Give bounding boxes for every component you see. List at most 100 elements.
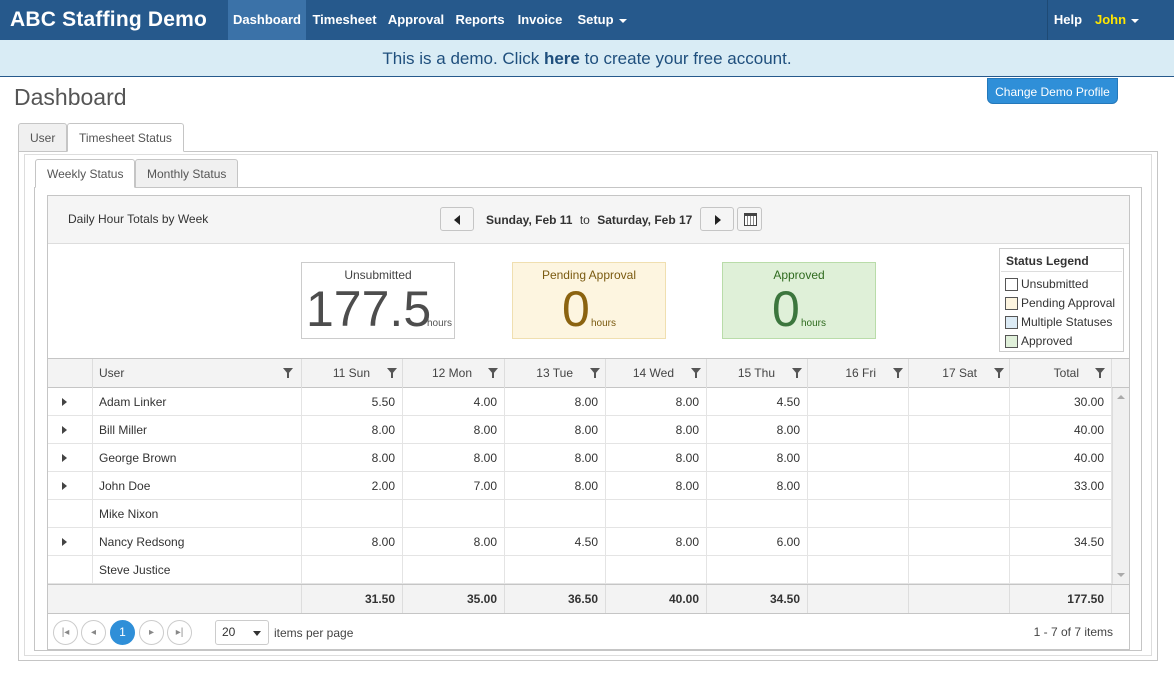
approved-label: Approved <box>773 268 825 282</box>
weekly-status-card: Daily Hour Totals by Week Sunday, Feb 11… <box>47 195 1130 650</box>
nav-approval[interactable]: Approval <box>387 12 445 27</box>
table-row[interactable]: Adam Linker 5.50 4.00 8.00 8.00 4.50 30.… <box>48 388 1112 416</box>
filter-icon[interactable] <box>1095 368 1105 378</box>
expand-arrow-icon[interactable] <box>62 426 67 434</box>
expand-arrow-icon[interactable] <box>62 538 67 546</box>
expand-cell[interactable] <box>48 472 93 500</box>
legend-item-unsubmitted: Unsubmitted <box>1005 277 1088 292</box>
hours-cell <box>403 500 505 528</box>
totals-label-cell <box>48 585 302 613</box>
column-header-user[interactable]: User <box>93 359 302 388</box>
filter-icon[interactable] <box>488 368 498 378</box>
filter-icon[interactable] <box>691 368 701 378</box>
column-header-13-tue[interactable]: 13 Tue <box>505 359 606 388</box>
table-row[interactable]: George Brown 8.00 8.00 8.00 8.00 8.00 40… <box>48 444 1112 472</box>
nav-invoice[interactable]: Invoice <box>517 12 563 27</box>
pending-approval-summary: Pending Approval 0 hours <box>512 262 666 339</box>
nav-reports[interactable]: Reports <box>455 12 505 27</box>
top-navbar: ABC Staffing Demo Dashboard Timesheet Ap… <box>0 0 1174 40</box>
filter-icon[interactable] <box>387 368 397 378</box>
brand-logo[interactable]: ABC Staffing Demo <box>10 8 208 31</box>
tab-timesheet-status[interactable]: Timesheet Status <box>67 123 184 152</box>
expand-cell[interactable] <box>48 388 93 416</box>
nav-user-name: John <box>1094 12 1127 27</box>
daily-total-cell: 34.50 <box>707 585 808 613</box>
expand-cell[interactable] <box>48 416 93 444</box>
nav-dashboard[interactable]: Dashboard <box>228 0 306 40</box>
filter-icon[interactable] <box>893 368 903 378</box>
calendar-button[interactable] <box>737 207 762 231</box>
user-cell: Steve Justice <box>93 556 302 584</box>
pending-unit: hours <box>591 318 617 329</box>
hours-cell <box>808 528 909 556</box>
nav-setup[interactable]: Setup <box>569 0 635 40</box>
page-size-select[interactable]: 20 <box>215 620 269 645</box>
column-header-11-sun[interactable]: 11 Sun <box>302 359 403 388</box>
table-row[interactable]: John Doe 2.00 7.00 8.00 8.00 8.00 33.00 <box>48 472 1112 500</box>
user-cell: Adam Linker <box>93 388 302 416</box>
filter-icon[interactable] <box>283 368 293 378</box>
grid-scrollbar[interactable] <box>1112 388 1129 584</box>
legend-label: Unsubmitted <box>1021 277 1089 291</box>
hours-cell: 8.00 <box>302 528 403 556</box>
hours-cell <box>505 500 606 528</box>
previous-page-button[interactable]: ◂ <box>81 620 106 645</box>
last-page-button[interactable]: ▸| <box>167 620 192 645</box>
column-label: 15 Thu <box>737 366 775 380</box>
hours-cell: 6.00 <box>707 528 808 556</box>
change-demo-profile-button[interactable]: Change Demo Profile <box>987 78 1118 104</box>
expand-cell[interactable] <box>48 528 93 556</box>
hours-cell: 8.00 <box>606 444 707 472</box>
tab-monthly-status[interactable]: Monthly Status <box>135 159 239 188</box>
total-cell <box>1010 556 1112 584</box>
expand-arrow-icon[interactable] <box>62 482 67 490</box>
scroll-down-icon[interactable] <box>1117 573 1125 577</box>
pending-value: 0 <box>562 281 590 337</box>
hours-cell <box>909 500 1010 528</box>
table-row[interactable]: Mike Nixon <box>48 500 1112 528</box>
hours-cell <box>403 556 505 584</box>
column-header-14-wed[interactable]: 14 Wed <box>606 359 707 388</box>
hours-cell <box>909 444 1010 472</box>
table-row[interactable]: Bill Miller 8.00 8.00 8.00 8.00 8.00 40.… <box>48 416 1112 444</box>
column-label: 12 Mon <box>431 366 472 380</box>
calendar-icon <box>744 213 757 226</box>
nav-help[interactable]: Help <box>1053 12 1083 27</box>
tab-weekly-status[interactable]: Weekly Status <box>35 159 136 188</box>
tab-user[interactable]: User <box>18 123 68 152</box>
table-row[interactable]: Nancy Redsong 8.00 8.00 4.50 8.00 6.00 3… <box>48 528 1112 556</box>
expand-arrow-icon[interactable] <box>62 398 67 406</box>
previous-week-button[interactable] <box>440 207 474 231</box>
create-account-link[interactable]: here <box>543 49 580 68</box>
column-header-17-sat[interactable]: 17 Sat <box>909 359 1010 388</box>
expand-cell[interactable] <box>48 444 93 472</box>
total-cell: 40.00 <box>1010 444 1112 472</box>
hours-cell <box>302 500 403 528</box>
nav-timesheet[interactable]: Timesheet <box>312 12 377 27</box>
first-page-button[interactable]: |◂ <box>53 620 78 645</box>
filter-icon[interactable] <box>792 368 802 378</box>
user-cell: Bill Miller <box>93 416 302 444</box>
expand-arrow-icon[interactable] <box>62 454 67 462</box>
hours-cell: 8.00 <box>505 472 606 500</box>
scroll-up-icon[interactable] <box>1117 395 1125 399</box>
hours-cell: 4.50 <box>505 528 606 556</box>
table-row[interactable]: Steve Justice <box>48 556 1112 584</box>
next-page-button[interactable]: ▸ <box>139 620 164 645</box>
column-header-12-mon[interactable]: 12 Mon <box>403 359 505 388</box>
column-header-total[interactable]: Total <box>1010 359 1112 388</box>
nav-user-menu[interactable]: John <box>1089 0 1145 40</box>
column-header-16-fri[interactable]: 16 Fri <box>808 359 909 388</box>
column-label: 17 Sat <box>942 366 977 380</box>
next-week-button[interactable] <box>700 207 734 231</box>
filter-icon[interactable] <box>994 368 1004 378</box>
filter-icon[interactable] <box>590 368 600 378</box>
column-header-15-thu[interactable]: 15 Thu <box>707 359 808 388</box>
page-button-current[interactable]: 1 <box>110 620 135 645</box>
hours-cell: 8.00 <box>505 388 606 416</box>
chevron-down-icon <box>1131 18 1140 23</box>
column-label: Total <box>1053 366 1079 380</box>
user-cell: George Brown <box>93 444 302 472</box>
legend-item-pending: Pending Approval <box>1005 296 1115 311</box>
hours-cell <box>808 416 909 444</box>
